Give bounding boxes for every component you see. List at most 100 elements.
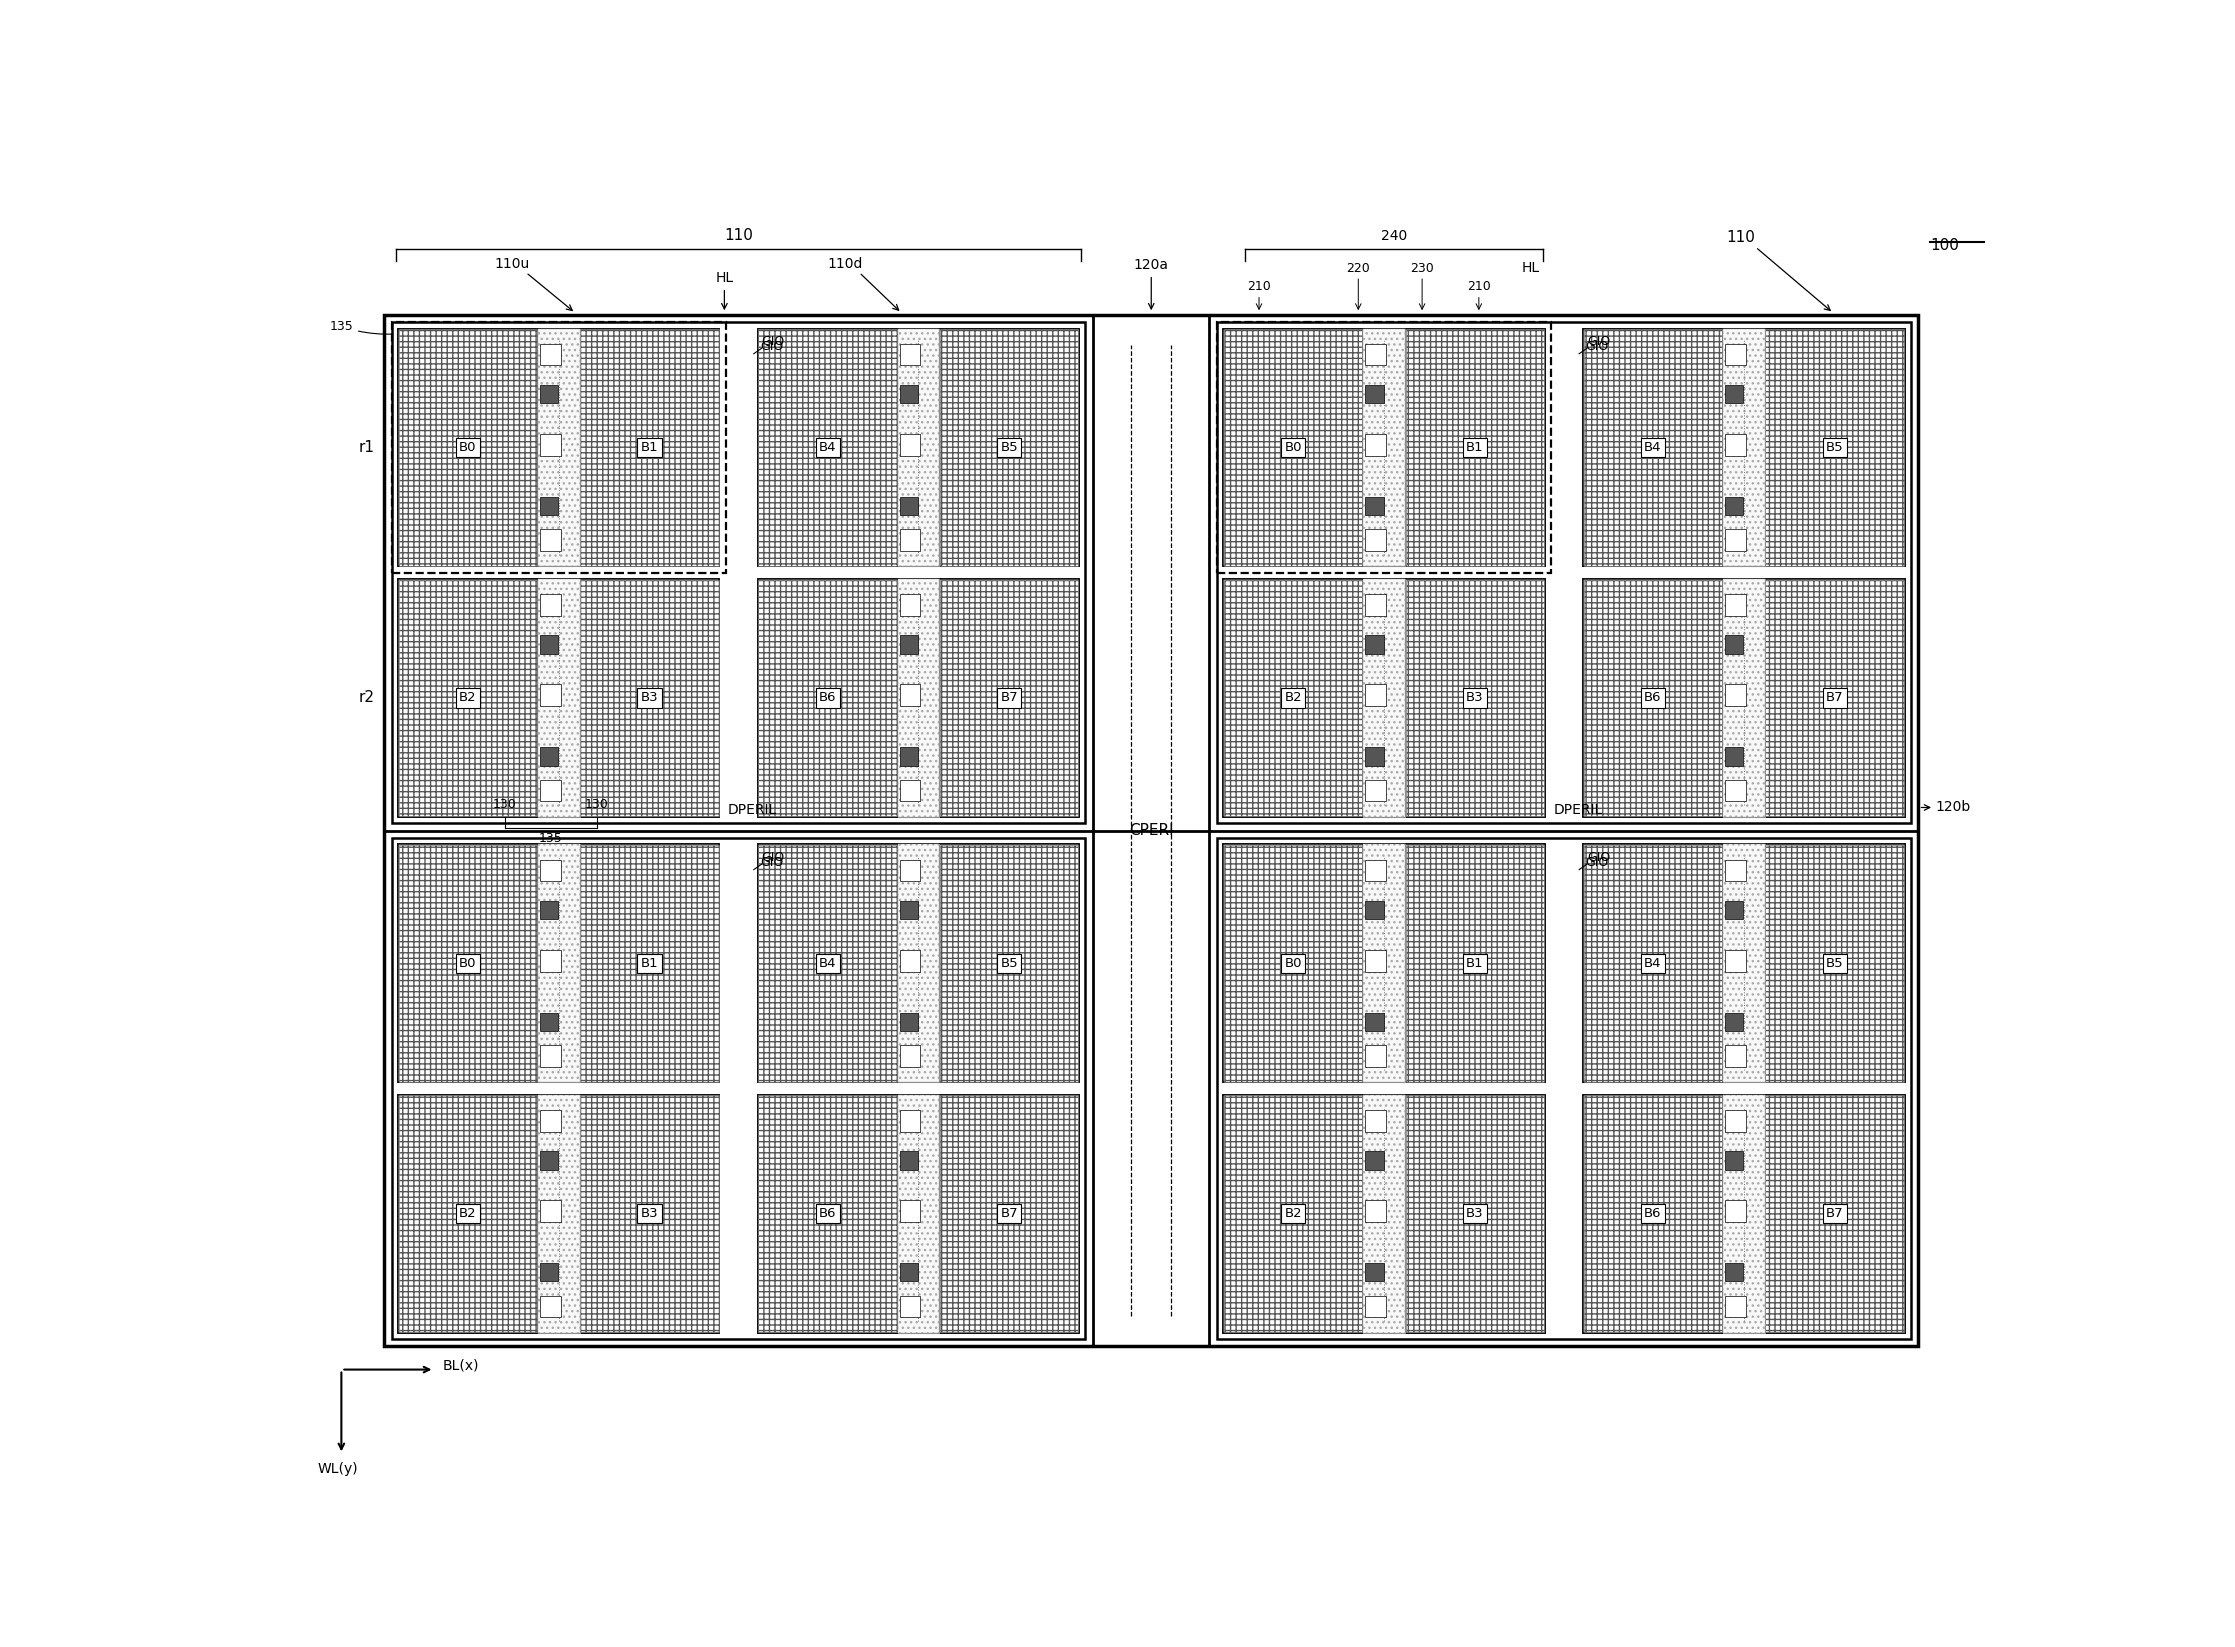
Bar: [898, 578, 939, 817]
Bar: [1406, 845, 1544, 1082]
Bar: [541, 344, 561, 366]
Bar: [758, 845, 898, 1082]
Text: B4: B4: [1645, 441, 1661, 455]
Bar: [398, 845, 536, 1082]
Text: B7: B7: [1826, 1207, 1844, 1220]
Bar: [1406, 580, 1544, 815]
Bar: [581, 580, 720, 815]
Bar: [541, 901, 559, 919]
Bar: [541, 1046, 561, 1067]
Bar: [758, 578, 1080, 817]
Bar: [758, 580, 896, 815]
Bar: [1723, 1095, 1766, 1332]
Bar: [898, 328, 939, 567]
Bar: [539, 578, 579, 817]
Bar: [391, 323, 726, 573]
Text: B6: B6: [818, 1207, 836, 1220]
Bar: [398, 1095, 539, 1332]
Bar: [1223, 578, 1363, 817]
Bar: [1366, 1013, 1383, 1031]
Text: B1: B1: [641, 441, 659, 455]
Text: DPERIL: DPERIL: [729, 802, 778, 817]
Text: B0: B0: [1285, 441, 1303, 455]
Bar: [1363, 845, 1406, 1082]
Bar: [391, 323, 1086, 824]
Bar: [1725, 1013, 1743, 1031]
Bar: [1223, 328, 1544, 567]
Bar: [901, 1151, 919, 1169]
Text: B1: B1: [1466, 957, 1484, 970]
Bar: [539, 845, 579, 1082]
Text: B6: B6: [818, 692, 836, 705]
Bar: [901, 385, 919, 404]
Text: HL: HL: [715, 272, 733, 285]
Bar: [1582, 1095, 1904, 1332]
Bar: [398, 845, 720, 1082]
Bar: [1725, 779, 1746, 800]
Bar: [901, 860, 921, 881]
Text: 210: 210: [1466, 280, 1491, 293]
Text: 130: 130: [492, 797, 516, 810]
Bar: [901, 779, 921, 800]
Text: B4: B4: [818, 957, 836, 970]
Text: GIO: GIO: [1587, 851, 1609, 865]
Bar: [398, 578, 720, 817]
Text: 230: 230: [1410, 262, 1435, 275]
Text: B2: B2: [458, 692, 476, 705]
Bar: [758, 328, 898, 567]
Text: GIO: GIO: [762, 851, 784, 865]
Bar: [1725, 1151, 1743, 1169]
Text: GIO: GIO: [760, 339, 782, 352]
Text: B4: B4: [818, 441, 836, 455]
Text: B5: B5: [1826, 441, 1844, 455]
Bar: [541, 529, 561, 552]
Bar: [539, 1095, 579, 1332]
Bar: [1406, 845, 1544, 1082]
Bar: [941, 580, 1080, 815]
Bar: [539, 578, 579, 817]
Bar: [1406, 1095, 1544, 1332]
Text: GIO: GIO: [1585, 339, 1609, 352]
Bar: [541, 685, 561, 707]
Bar: [758, 845, 1080, 1082]
Bar: [939, 1095, 1080, 1332]
Bar: [941, 1095, 1080, 1332]
Text: r1: r1: [358, 440, 375, 455]
Bar: [1366, 1263, 1383, 1281]
Text: B0: B0: [458, 957, 476, 970]
Bar: [901, 636, 919, 654]
Bar: [541, 1110, 561, 1131]
Bar: [1366, 901, 1383, 919]
Bar: [1725, 636, 1743, 654]
Bar: [1406, 578, 1544, 817]
Bar: [1363, 1095, 1406, 1332]
Bar: [1223, 845, 1363, 1082]
Bar: [398, 845, 539, 1082]
Bar: [901, 748, 919, 766]
Bar: [1363, 328, 1406, 567]
Bar: [1363, 328, 1406, 567]
Bar: [901, 497, 919, 516]
Bar: [539, 328, 579, 567]
Bar: [1218, 323, 1551, 573]
Bar: [1406, 329, 1544, 565]
Bar: [541, 435, 561, 456]
Bar: [1582, 1095, 1723, 1332]
Bar: [1366, 1110, 1386, 1131]
Bar: [1223, 578, 1544, 817]
Text: GIO: GIO: [1587, 336, 1609, 349]
Text: 135: 135: [539, 832, 563, 845]
Bar: [398, 328, 539, 567]
Bar: [1723, 1095, 1766, 1332]
Bar: [1723, 328, 1766, 567]
Bar: [1585, 845, 1723, 1082]
Bar: [1582, 328, 1723, 567]
Bar: [541, 1296, 561, 1318]
Text: BL(x): BL(x): [443, 1359, 478, 1372]
Bar: [1725, 1263, 1743, 1281]
Text: 120a: 120a: [1133, 259, 1169, 272]
Text: 135: 135: [329, 320, 393, 334]
Bar: [1582, 845, 1723, 1082]
Bar: [939, 578, 1080, 817]
Bar: [1582, 578, 1904, 817]
